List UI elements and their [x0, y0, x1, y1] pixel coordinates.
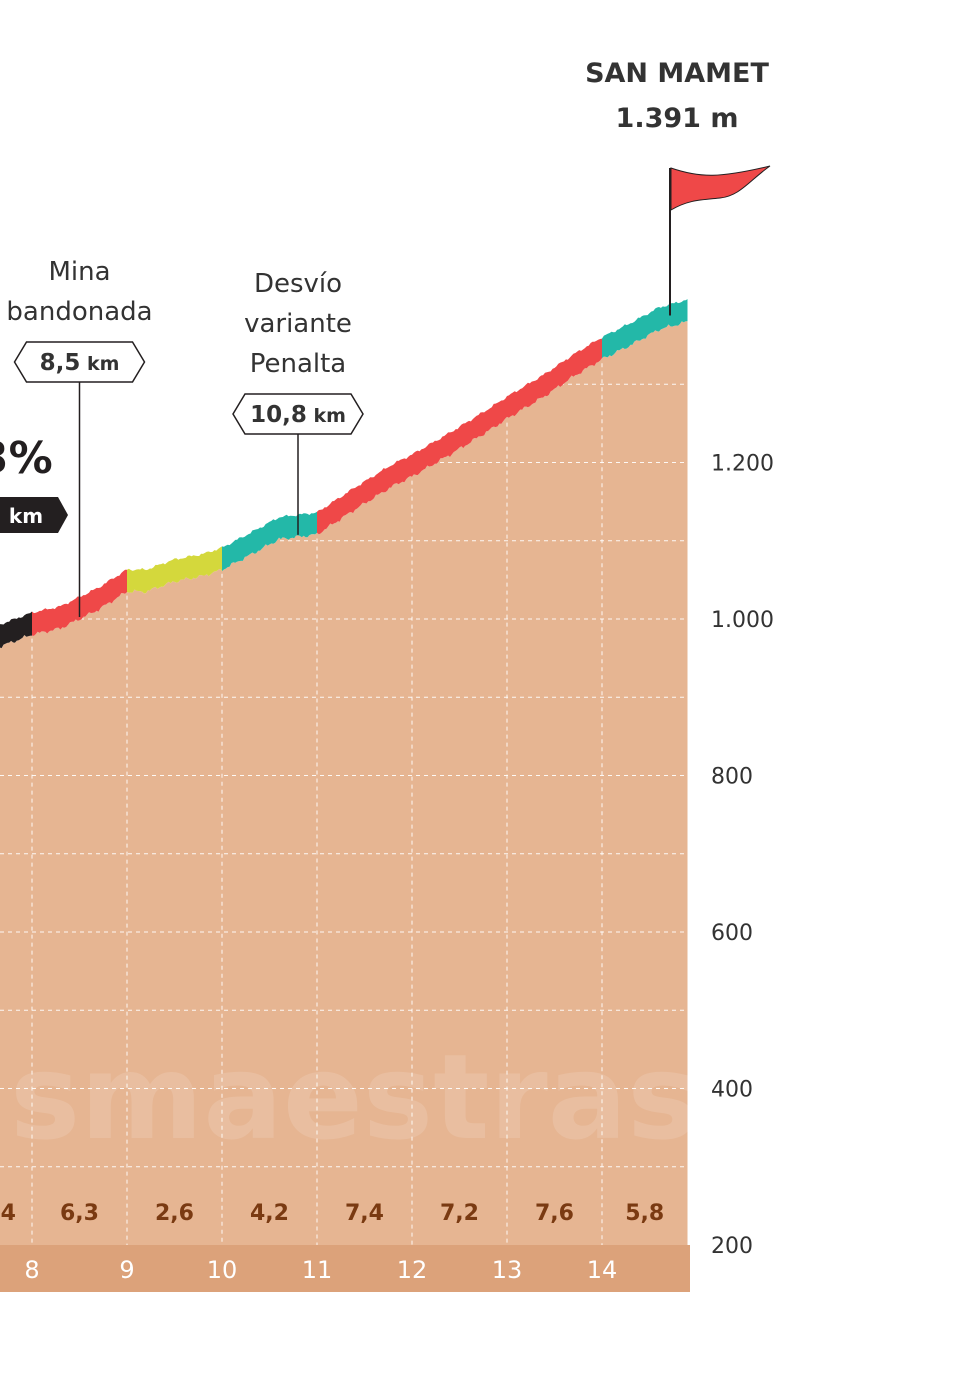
- x-tick-label: 8: [24, 1256, 39, 1284]
- partial-percent-label: 3%: [0, 433, 53, 484]
- km-tag-unit: km: [307, 405, 346, 427]
- profile-area-layer: [0, 321, 688, 1245]
- annotation-text: variante: [244, 309, 352, 339]
- y-tick-label: 1.200: [711, 452, 774, 477]
- annotation-text: Mina: [48, 257, 110, 287]
- x-tick-label: 11: [302, 1256, 333, 1284]
- x-tick-label: 10: [207, 1256, 238, 1284]
- gradient-segment: [127, 546, 222, 594]
- gradient-label: 2,6: [155, 1201, 194, 1226]
- gradient-label: 5,8: [625, 1201, 664, 1226]
- gradient-segment: [412, 396, 507, 477]
- gradient-segment: [0, 611, 32, 649]
- gradient-labels: 4 6,3 2,6 4,2 7,4 7,2 7,6 5,8: [1, 1201, 665, 1226]
- x-tick-label: 13: [492, 1256, 523, 1284]
- gradient-label: 7,4: [345, 1201, 384, 1226]
- gradient-label: 7,2: [440, 1201, 479, 1226]
- watermark-layer: smaestras: [10, 1028, 698, 1166]
- partial-km-tag: [0, 497, 68, 533]
- y-tick-label: 400: [711, 1078, 753, 1103]
- partial-km-unit: km: [9, 504, 43, 528]
- y-tick-label: 1.000: [711, 608, 774, 633]
- gradient-segment: [507, 338, 602, 418]
- km-tag: [232, 393, 364, 435]
- x-axis-band: 8 9 10 11 12 13 14: [0, 1245, 690, 1292]
- km-tag-label: 8,5 km: [40, 350, 120, 376]
- y-tick-label: 800: [711, 765, 753, 790]
- watermark-text: smaestras: [10, 1028, 698, 1166]
- km-tag: [13, 341, 146, 383]
- gradient-band-layer: [0, 299, 688, 649]
- gradient-segment: [317, 454, 412, 535]
- annotation-text: Penalta: [250, 349, 347, 379]
- summit-name: SAN MAMET: [585, 58, 769, 89]
- gradient-label: 7,6: [535, 1201, 574, 1226]
- summit-flag-icon: [670, 165, 771, 211]
- y-tick-label: 600: [711, 921, 753, 946]
- km-tag-value: 8,5: [40, 350, 81, 376]
- x-tick-label: 9: [119, 1256, 134, 1284]
- x-tick-label: 12: [397, 1256, 428, 1284]
- gradient-segment: [222, 511, 317, 572]
- grid-layer: [0, 363, 690, 1245]
- annotations: Mina bandonada 8,5 km Desvío variante Penalta…: [0, 257, 364, 617]
- annotation-text: bandonada: [6, 297, 152, 327]
- gradient-segment: [602, 299, 688, 359]
- km-tag-label: 10,8 km: [250, 402, 346, 428]
- summit-elevation: 1.391 m: [616, 103, 739, 134]
- x-axis-background: [0, 1245, 690, 1292]
- km-tag-value: 10,8: [250, 402, 307, 428]
- annotation-text: Desvío: [254, 269, 342, 299]
- gradient-label: 4: [1, 1201, 16, 1226]
- gradient-label: 4,2: [250, 1201, 289, 1226]
- profile-area: [0, 321, 688, 1245]
- km-tag-unit: km: [80, 353, 119, 375]
- gradient-label: 6,3: [60, 1201, 99, 1226]
- x-tick-label: 14: [587, 1256, 618, 1284]
- y-tick-label: 200: [711, 1234, 753, 1259]
- summit-marker: SAN MAMET 1.391 m: [585, 58, 771, 316]
- y-axis-ticks: 200 400 600 800 1.000 1.200: [711, 452, 774, 1260]
